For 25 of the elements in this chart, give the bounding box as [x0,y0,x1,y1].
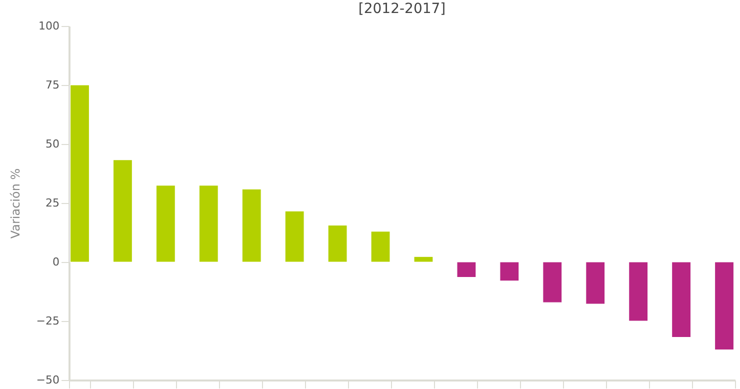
bar [70,84,90,262]
bar [542,262,562,303]
bar [714,262,734,350]
chart-title: [2012-2017] [358,1,446,17]
bar [198,185,218,262]
y-tick-label: 75 [46,78,60,92]
bar [242,188,262,262]
y-axis-title: Variación % [8,168,22,239]
bar [586,262,606,304]
bar [500,262,520,282]
bar [370,231,390,262]
bar [671,262,692,338]
bar [284,210,304,262]
bar [456,262,476,278]
y-tick-label: 100 [38,20,60,32]
y-tick-label: 0 [52,256,60,268]
bar [328,224,348,262]
y-tick-label: −25 [36,314,60,328]
y-tick-label: 50 [46,138,60,150]
y-tick-label: −50 [36,374,60,386]
bar [112,160,133,262]
bar [156,185,176,262]
y-tick-label: 25 [46,196,60,210]
bar [628,262,648,322]
bar [414,256,434,262]
